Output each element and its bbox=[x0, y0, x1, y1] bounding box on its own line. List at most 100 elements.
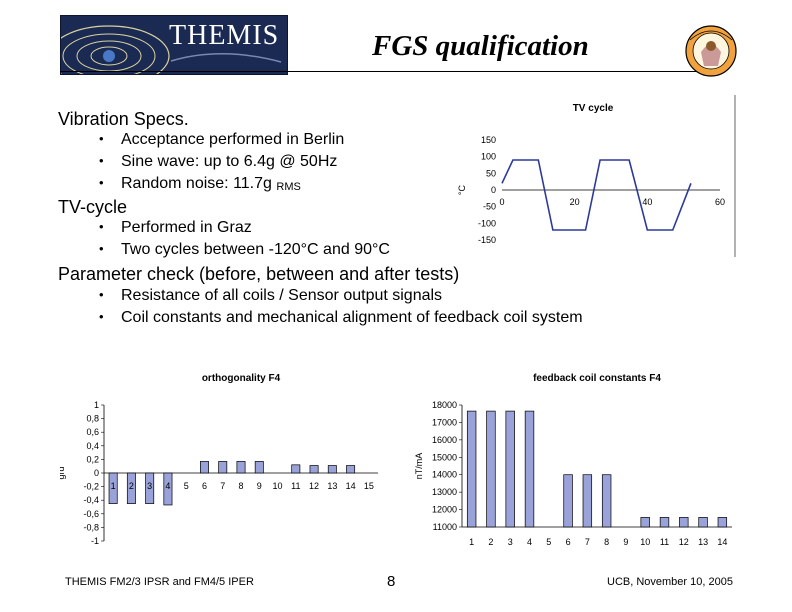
y-tick-label: 17000 bbox=[432, 417, 457, 427]
chart-title: TV cycle bbox=[573, 103, 614, 114]
bullet-item: • Performed in Graz bbox=[99, 219, 252, 237]
x-tick-label: 6 bbox=[566, 537, 571, 547]
x-tick-label: 2 bbox=[129, 481, 134, 491]
y-tick-label: 14000 bbox=[432, 470, 457, 480]
y-tick-label: 100 bbox=[481, 152, 496, 162]
bar bbox=[486, 410, 496, 528]
x-tick-label: 10 bbox=[273, 481, 283, 491]
y-tick-label: -0,6 bbox=[83, 509, 99, 519]
x-tick-label: 3 bbox=[508, 537, 513, 547]
chart-title: feedback coil constants F4 bbox=[533, 373, 661, 384]
title-divider bbox=[60, 71, 710, 72]
x-tick-label: 14 bbox=[346, 481, 356, 491]
chart-title: orthogonality F4 bbox=[202, 373, 281, 384]
bullet-item: • Random noise: 11.7g RMS bbox=[99, 175, 301, 193]
orthogonality-chart: orthogonality F4 grd 1 0,8 0,6 0,4 0,2 0 -0,2 -0,… bbox=[60, 373, 378, 546]
bar bbox=[327, 465, 337, 474]
x-tick-label: 12 bbox=[679, 537, 689, 547]
x-tick-label: 9 bbox=[257, 481, 262, 491]
footer-right-text: UCB, November 10, 2005 bbox=[607, 576, 733, 588]
page-number: 8 bbox=[387, 573, 396, 590]
y-tick-label: 0 bbox=[491, 185, 496, 195]
x-tick-label: 11 bbox=[291, 481, 300, 491]
x-tick-label: 8 bbox=[604, 537, 609, 547]
rms-subscript: RMS bbox=[276, 181, 301, 193]
heading-vibration-specs: Vibration Specs. bbox=[58, 109, 189, 129]
bullet-text: Coil constants and mechanical alignment … bbox=[121, 309, 583, 326]
bullet-text: Acceptance performed in Berlin bbox=[121, 131, 345, 148]
y-tick-label: 1 bbox=[94, 400, 99, 410]
logo-text: THEMIS bbox=[169, 20, 280, 51]
bar bbox=[200, 461, 209, 474]
bar bbox=[698, 517, 708, 528]
y-tick-label: 0,6 bbox=[86, 427, 99, 437]
heading-tv-cycle: TV-cycle bbox=[58, 197, 128, 217]
bullet-icon: • bbox=[99, 241, 104, 256]
bar bbox=[640, 517, 650, 528]
bar bbox=[108, 472, 118, 504]
bullet-icon: • bbox=[99, 309, 104, 324]
bar bbox=[236, 461, 246, 474]
bullet-icon: • bbox=[99, 175, 104, 190]
emblem-icon bbox=[685, 25, 737, 77]
page-title: FGS qualification bbox=[372, 30, 589, 62]
bullet-text: Resistance of all coils / Sensor output … bbox=[121, 287, 443, 304]
bullet-text: Performed in Graz bbox=[121, 219, 252, 236]
bar bbox=[659, 517, 670, 528]
bar bbox=[163, 472, 173, 506]
x-tick-label: 1 bbox=[469, 537, 474, 547]
x-tick-label: 5 bbox=[546, 537, 551, 547]
x-tick-label: 12 bbox=[309, 481, 319, 491]
bullet-icon: • bbox=[99, 153, 104, 168]
x-tick-label: 3 bbox=[147, 481, 152, 491]
y-tick-label: 13000 bbox=[432, 487, 457, 497]
bar bbox=[218, 461, 228, 474]
bullet-text: Random noise: 11.7g bbox=[121, 175, 272, 192]
tv-cycle-series-line bbox=[501, 159, 692, 231]
x-tick-label: 2 bbox=[488, 537, 493, 547]
feedback-coil-chart: feedback coil constants F4 nT/mA 18000 1700… bbox=[414, 373, 732, 547]
bar bbox=[582, 474, 593, 528]
y-tick-label: -0,2 bbox=[83, 482, 99, 492]
bullet-item: • Coil constants and mechanical alignment… bbox=[99, 309, 583, 327]
footer-left-text: THEMIS FM2/3 IPSR and FM4/5 IPER bbox=[65, 576, 254, 588]
bar bbox=[145, 472, 155, 504]
y-axis-label: °C bbox=[457, 184, 467, 195]
y-tick-label: -50 bbox=[483, 202, 496, 212]
bullet-item: • Acceptance performed in Berlin bbox=[99, 131, 344, 149]
x-tick-label: 10 bbox=[640, 537, 650, 547]
bullet-text: Two cycles between -120°C and 90°C bbox=[121, 241, 390, 258]
y-tick-label: 50 bbox=[486, 168, 496, 178]
y-tick-label: 16000 bbox=[432, 435, 457, 445]
x-tick-label: 8 bbox=[238, 481, 243, 491]
x-tick-label: 1 bbox=[111, 481, 116, 491]
x-tick-label: 11 bbox=[660, 537, 669, 547]
x-tick-label: 40 bbox=[642, 197, 652, 207]
y-tick-label: 15000 bbox=[432, 452, 457, 462]
y-tick-label: 150 bbox=[481, 135, 496, 145]
y-tick-label: 0,2 bbox=[86, 454, 99, 464]
themis-logo: THEMIS bbox=[60, 15, 288, 75]
x-tick-label: 15 bbox=[364, 481, 374, 491]
bullet-item: • Two cycles between -120°C and 90°C bbox=[99, 241, 390, 259]
x-tick-label: 7 bbox=[585, 537, 590, 547]
bar bbox=[346, 465, 356, 474]
y-tick-label: 11000 bbox=[433, 522, 457, 532]
x-tick-label: 9 bbox=[623, 537, 628, 547]
bullet-item: • Resistance of all coils / Sensor output… bbox=[99, 287, 442, 305]
bar bbox=[126, 472, 136, 504]
y-tick-label: -1 bbox=[91, 536, 99, 546]
x-tick-label: 5 bbox=[184, 481, 189, 491]
y-axis-label: grd bbox=[60, 466, 66, 479]
bar bbox=[505, 410, 515, 528]
bullet-text: Sine wave: up to 6.4g @ 50Hz bbox=[121, 153, 338, 170]
bar bbox=[309, 465, 319, 474]
heading-parameter-check: Parameter check (before, between and aft… bbox=[58, 264, 460, 284]
x-tick-label: 7 bbox=[220, 481, 225, 491]
bullet-icon: • bbox=[99, 131, 104, 146]
bar bbox=[679, 517, 689, 528]
bullet-icon: • bbox=[99, 219, 104, 234]
x-tick-label: 60 bbox=[715, 197, 725, 207]
logo-orbit-graphic bbox=[61, 25, 282, 74]
y-axis-label: nT/mA bbox=[414, 453, 424, 480]
